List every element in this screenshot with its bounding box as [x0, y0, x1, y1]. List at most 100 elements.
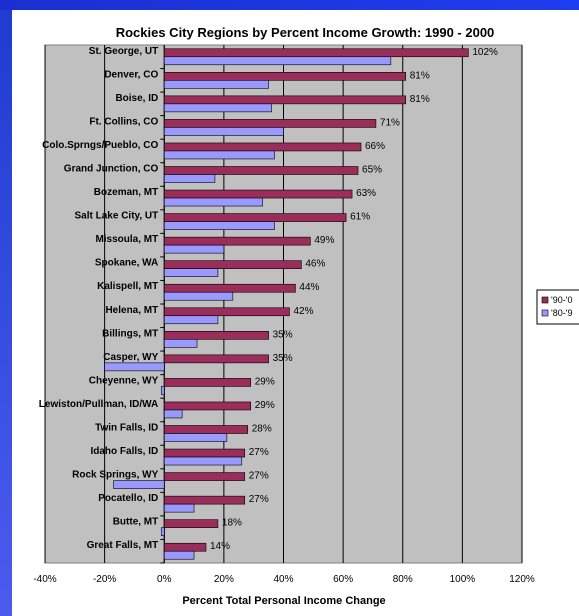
bar-80s	[163, 174, 216, 183]
legend-box	[536, 289, 579, 325]
x-tick-label: 80%	[393, 574, 413, 585]
data-label-90s: 14%	[210, 541, 230, 552]
data-label-90s: 81%	[410, 70, 430, 81]
data-label-90s: 35%	[273, 329, 293, 340]
chart-title: Rockies City Regions by Percent Income G…	[116, 25, 495, 40]
category-label: Boise, ID	[115, 93, 158, 104]
data-label-90s: 81%	[410, 94, 430, 105]
bar-80s	[163, 339, 198, 348]
bar-80s	[163, 291, 234, 301]
bar-90s	[163, 378, 252, 387]
bar-90s	[163, 236, 311, 246]
bar-90s	[163, 472, 246, 481]
data-label-90s: 44%	[299, 282, 319, 293]
x-tick-label: 0%	[157, 574, 172, 585]
data-label-90s: 27%	[249, 471, 269, 482]
category-label: Helena, MT	[105, 305, 158, 316]
data-label-90s: 28%	[252, 424, 272, 435]
bar-90s	[163, 95, 407, 105]
bar-80s	[163, 456, 243, 466]
category-label: Billings, MT	[102, 328, 158, 339]
bar-90s	[163, 331, 269, 340]
x-tick-label: 20%	[214, 574, 234, 585]
x-tick-label: -20%	[93, 574, 116, 585]
category-label: Idaho Falls, ID	[90, 446, 158, 457]
bar-90s	[163, 401, 252, 411]
bar-80s	[163, 550, 195, 560]
bar-80s	[163, 244, 225, 254]
category-label: Kalispell, MT	[97, 281, 158, 292]
bar-90s	[163, 142, 362, 152]
data-label-90s: 29%	[255, 400, 275, 411]
bar-80s	[163, 433, 228, 442]
bar-90s	[163, 542, 207, 552]
bar-90s	[163, 48, 469, 58]
category-label: Cheyenne, WY	[89, 375, 159, 386]
data-label-90s: 42%	[293, 306, 313, 317]
legend-label-80s: '80-'9	[551, 308, 572, 318]
bar-80s	[163, 127, 284, 136]
data-label-90s: 18%	[222, 518, 242, 529]
data-label-90s: 63%	[356, 188, 376, 199]
bar-90s	[163, 519, 219, 528]
bar-80s	[163, 315, 219, 325]
data-label-90s: 27%	[249, 494, 269, 505]
bar-80s	[163, 409, 183, 419]
category-label: Colo.Sprngs/Pueblo, CO	[42, 140, 158, 151]
bar-90s	[163, 425, 249, 434]
bar-80s	[163, 150, 275, 160]
data-label-90s: 27%	[249, 447, 269, 458]
bar-90s	[163, 448, 246, 458]
category-label: Great Falls, MT	[87, 540, 159, 551]
category-label: Ft. Collins, CO	[89, 116, 158, 127]
category-label: Pocatello, ID	[98, 493, 158, 504]
x-tick-label: 40%	[273, 574, 293, 585]
category-label: Casper, WY	[103, 352, 158, 363]
category-label: Salt Lake City, UT	[75, 211, 159, 222]
category-label: Denver, CO	[104, 69, 158, 80]
data-label-90s: 46%	[305, 259, 325, 270]
data-label-90s: 102%	[472, 47, 498, 58]
category-label: Lewiston/Pullman, ID/WA	[39, 399, 158, 410]
legend-swatch-90s	[541, 296, 549, 304]
category-label: Rock Springs, WY	[72, 470, 158, 481]
x-tick-label: 100%	[450, 574, 476, 585]
category-label: Grand Junction, CO	[64, 164, 159, 175]
data-label-90s: 29%	[255, 376, 275, 387]
bar-80s	[163, 56, 392, 66]
bar-90s	[163, 260, 302, 269]
bar-80s	[163, 197, 263, 207]
bar-80s	[163, 80, 269, 89]
data-label-90s: 71%	[380, 117, 400, 128]
bar-80s	[163, 103, 272, 113]
x-axis-title: Percent Total Personal Income Change	[182, 595, 385, 607]
bar-80s	[163, 221, 275, 230]
x-tick-label: 120%	[509, 574, 535, 585]
category-label: Bozeman, MT	[94, 187, 158, 198]
data-label-90s: 65%	[362, 165, 382, 176]
x-tick-label: 60%	[333, 574, 353, 585]
bar-80s	[160, 386, 165, 395]
bar-90s	[163, 213, 347, 222]
legend-swatch-80s	[541, 309, 549, 317]
data-label-90s: 66%	[365, 141, 385, 152]
bar-80s	[113, 480, 165, 489]
bar-90s	[163, 166, 359, 175]
bar-80s	[160, 527, 165, 536]
bar-90s	[163, 119, 377, 128]
bar-90s	[163, 72, 407, 81]
x-tick-label: -40%	[33, 574, 56, 585]
category-label: St. George, UT	[89, 46, 158, 57]
bar-90s	[163, 189, 353, 199]
left-border-band	[0, 0, 12, 616]
bar-90s	[163, 283, 296, 293]
bar-90s	[163, 354, 269, 364]
category-label: Butte, MT	[113, 517, 159, 528]
category-label: Missoula, MT	[95, 234, 158, 245]
legend-label-90s: '90-'0	[551, 295, 572, 305]
category-label: Spokane, WA	[95, 258, 158, 269]
bar-80s	[163, 268, 219, 277]
category-label: Twin Falls, ID	[95, 423, 158, 434]
